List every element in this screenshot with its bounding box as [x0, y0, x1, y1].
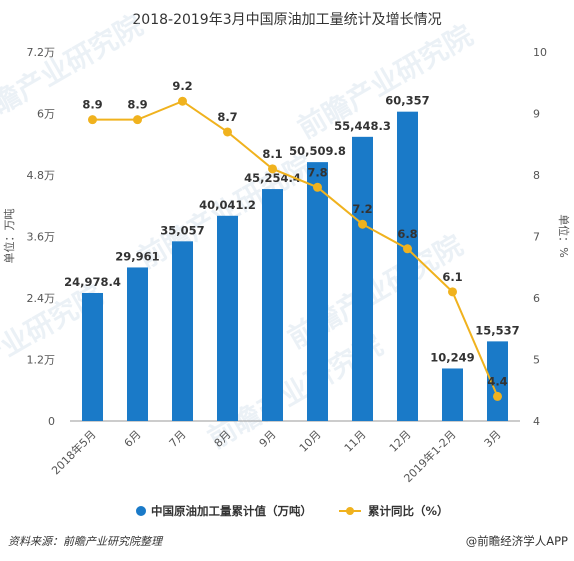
line-label: 6.8 — [397, 227, 417, 241]
line-series — [88, 96, 502, 401]
line-label: 8.1 — [262, 147, 282, 161]
bar — [82, 292, 103, 421]
left-tick-label: 1.2万 — [27, 354, 56, 367]
line-label: 8.9 — [82, 98, 102, 112]
line-point — [448, 287, 457, 297]
right-tick-label: 8 — [533, 169, 540, 182]
x-tick-label: 12月 — [387, 428, 414, 455]
x-tick-label: 11月 — [342, 428, 369, 455]
left-axis-label: 单位：万吨 — [2, 209, 16, 264]
line-label: 4.4 — [487, 374, 507, 388]
line-label: 6.1 — [442, 270, 462, 284]
left-tick-label: 4.8万 — [27, 169, 56, 182]
legend-bar-label: 中国原油加工量累计值（万吨） — [151, 504, 312, 518]
line-path — [92, 100, 499, 397]
right-tick-label: 9 — [533, 108, 540, 121]
bar — [127, 267, 148, 421]
left-tick-label: 6万 — [37, 108, 55, 121]
line-point — [88, 115, 97, 125]
line-label: 9.2 — [172, 79, 192, 93]
bar-label: 60,357 — [385, 94, 429, 108]
bar — [352, 136, 373, 422]
line-point — [223, 127, 232, 137]
bar — [307, 162, 328, 421]
x-tick-label: 3月 — [482, 428, 504, 450]
line-point — [133, 115, 142, 125]
line-point — [493, 391, 502, 401]
bar-data-labels: 24,978.429,96135,05740,041.245,254.450,5… — [64, 94, 520, 365]
x-tick-label: 7月 — [167, 428, 189, 450]
left-tick-label: 2.4万 — [27, 292, 56, 305]
bar — [262, 189, 283, 421]
line-point — [403, 244, 412, 254]
footer-source: 资料来源：前瞻产业研究院整理 — [8, 535, 164, 548]
line-point — [268, 164, 277, 174]
left-tick-label: 3.6万 — [27, 231, 56, 244]
bar-label: 10,249 — [430, 350, 474, 364]
left-axis-ticks: 0 1.2万 2.4万 3.6万 4.8万 6万 7.2万 — [27, 46, 56, 428]
line-data-labels: 8.9 8.9 9.2 8.7 8.1 7.8 7.2 6.8 6.1 4.4 — [82, 79, 507, 388]
chart-title: 2018-2019年3月中国原油加工量统计及增长情况 — [132, 12, 441, 28]
bar-label: 40,041.2 — [199, 198, 256, 212]
bar — [172, 241, 193, 421]
footer-brand: @前瞻经济学人APP — [466, 534, 568, 548]
bar-label: 35,057 — [160, 223, 204, 237]
right-axis-ticks: 4 5 6 7 8 9 10 — [533, 46, 547, 428]
bar-label: 24,978.4 — [64, 275, 121, 289]
right-axis-label: 单位：% — [557, 214, 571, 257]
legend: 中国原油加工量累计值（万吨） 累计同比（%） — [136, 504, 449, 518]
line-label: 8.7 — [217, 110, 237, 124]
x-tick-label: 6月 — [122, 428, 144, 450]
left-tick-label: 0 — [48, 415, 55, 428]
line-point — [358, 219, 367, 229]
legend-bar-marker — [136, 506, 146, 516]
x-tick-label: 10月 — [297, 428, 324, 455]
bar-label: 55,448.3 — [334, 119, 391, 133]
bar-label: 50,509.8 — [289, 144, 346, 158]
legend-line-label: 累计同比（%） — [368, 504, 449, 518]
right-tick-label: 10 — [533, 46, 547, 59]
bar — [487, 341, 508, 421]
x-tick-label: 9月 — [257, 428, 279, 450]
right-tick-label: 4 — [533, 415, 540, 428]
right-tick-label: 7 — [533, 231, 540, 244]
x-tick-label: 2018年5月 — [48, 427, 98, 477]
line-label: 7.8 — [307, 165, 327, 179]
bar — [217, 215, 238, 421]
right-tick-label: 6 — [533, 292, 540, 305]
bar-series — [82, 111, 508, 422]
bar — [397, 111, 418, 421]
bar — [442, 368, 463, 421]
bar-label: 15,537 — [475, 323, 519, 337]
right-tick-label: 5 — [533, 354, 540, 367]
line-label: 8.9 — [127, 98, 147, 112]
legend-line-dot — [346, 507, 354, 515]
line-point — [178, 96, 187, 106]
bar-label: 29,961 — [115, 249, 159, 263]
watermark-text: 前瞻产业研究院 — [0, 8, 148, 135]
line-label: 7.2 — [352, 202, 372, 216]
left-tick-label: 7.2万 — [27, 46, 56, 59]
line-point — [313, 182, 322, 192]
